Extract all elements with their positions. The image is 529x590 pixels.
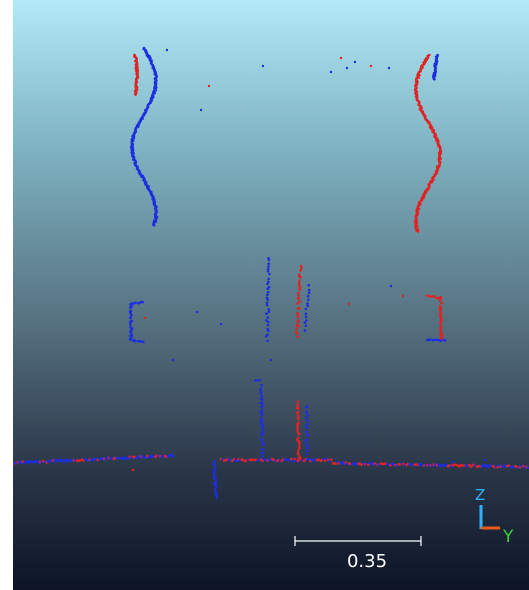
- axis-z-label: Z: [475, 486, 486, 504]
- point-cloud-canvas: [13, 46, 529, 500]
- axis-y-label: Y: [503, 527, 514, 547]
- point-cloud-viewport[interactable]: 0.35 Z Y: [13, 0, 529, 590]
- scale-bar-label: 0.35: [346, 551, 388, 572]
